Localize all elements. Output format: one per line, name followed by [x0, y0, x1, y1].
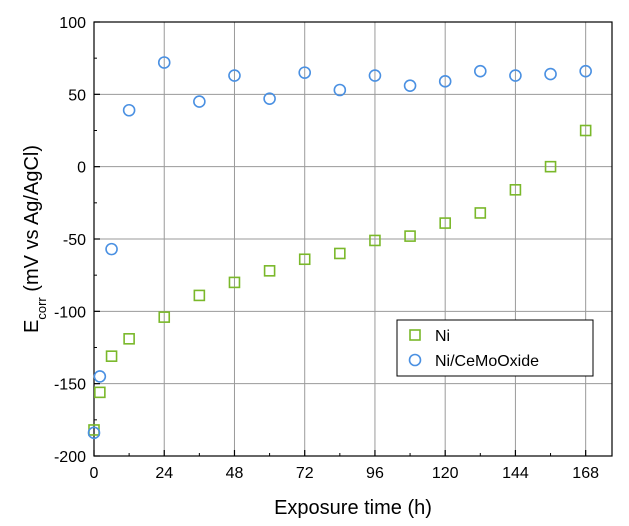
square-marker — [193, 289, 206, 302]
y-axis-title-rest: (mV vs Ag/AgCl) — [21, 145, 43, 297]
y-axis-title-subscript: corr — [34, 297, 49, 320]
circle-marker — [157, 56, 171, 69]
square-marker — [263, 265, 276, 277]
square-marker — [474, 207, 487, 219]
circle-marker — [193, 95, 206, 108]
y-tick-label: -100 — [54, 304, 86, 321]
x-tick-label: 72 — [296, 465, 314, 482]
square-marker — [369, 234, 381, 247]
circle-marker — [438, 75, 452, 88]
square-marker — [439, 217, 451, 229]
legend-marker — [408, 353, 422, 367]
y-tick-label: 0 — [77, 160, 86, 177]
x-tick-label: 144 — [502, 465, 529, 482]
legend-label: Ni/CeMoOxide — [435, 353, 539, 370]
circle-marker — [509, 69, 522, 82]
legend-marker — [409, 329, 421, 341]
y-axis-title: Ecorr (mV vs Ag/AgCl) — [21, 145, 49, 333]
square-marker — [105, 350, 118, 362]
square-marker — [334, 247, 346, 260]
legend: Ni Ni/CeMoOxide — [396, 319, 594, 377]
x-tick-label: 48 — [226, 465, 244, 482]
series-2 — [87, 56, 592, 440]
circle-marker — [474, 64, 487, 78]
circle-marker — [544, 67, 557, 81]
y-tick-label: -150 — [54, 377, 86, 394]
x-tick-label: 24 — [155, 465, 173, 482]
x-tick-label: 168 — [572, 465, 599, 482]
y-tick-label: -200 — [54, 449, 86, 466]
circle-marker — [87, 426, 101, 440]
x-tick-label: 0 — [90, 465, 99, 482]
square-marker — [544, 160, 557, 173]
circle-marker — [105, 242, 118, 256]
axes: 0 24 48 72 96 120 144 168 -200 -150 -100 -50 0 50 100 — [54, 15, 599, 482]
x-tick-label: 120 — [432, 465, 459, 482]
square-marker — [509, 184, 522, 196]
square-marker — [158, 311, 171, 323]
legend-label: Ni — [435, 328, 450, 345]
data-marks — [87, 56, 592, 440]
series-1 — [88, 124, 592, 436]
gridlines — [94, 22, 612, 456]
circle-marker — [298, 66, 312, 79]
x-tick-label: 96 — [366, 465, 384, 482]
circle-marker — [263, 92, 276, 105]
circle-marker — [122, 103, 136, 117]
square-marker — [579, 124, 592, 137]
circle-marker — [368, 69, 382, 82]
circle-marker — [579, 64, 592, 78]
square-marker — [228, 276, 241, 289]
square-marker — [404, 230, 416, 242]
circle-marker — [403, 79, 417, 92]
legend-box — [396, 319, 594, 377]
circle-marker — [228, 69, 241, 82]
circle-marker — [333, 83, 347, 97]
y-tick-label: 100 — [59, 15, 86, 32]
y-tick-label: 50 — [68, 87, 86, 104]
circle-marker — [93, 370, 107, 383]
y-tick-label: -50 — [63, 232, 86, 249]
square-marker — [298, 253, 311, 266]
x-axis-title: Exposure time (h) — [274, 497, 432, 519]
y-axis-title-main: E — [21, 320, 43, 333]
square-marker — [123, 333, 135, 345]
square-marker — [94, 386, 106, 399]
